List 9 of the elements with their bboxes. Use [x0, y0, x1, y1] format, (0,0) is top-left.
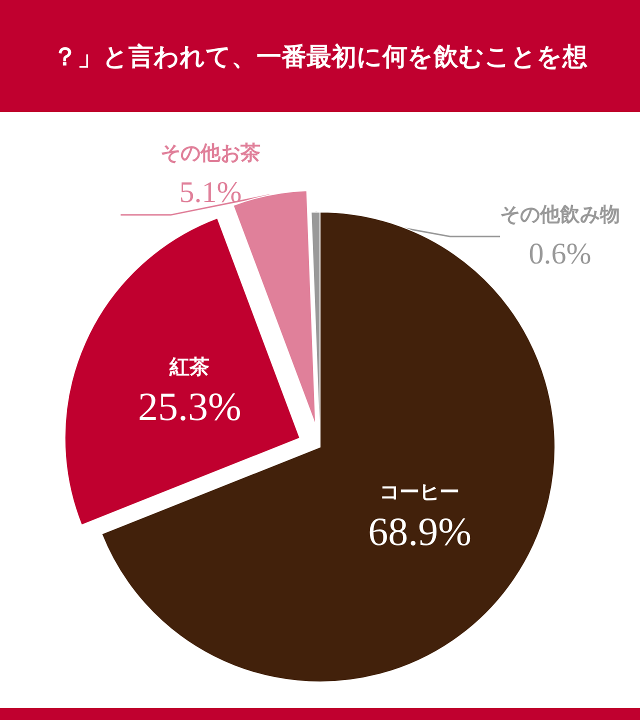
chart-title: ？」と言われて、一番最初に何を飲むことを想: [0, 0, 640, 112]
slice-label: その他飲み物: [500, 202, 620, 226]
slice-label: コーヒー: [380, 480, 460, 504]
slice-label: その他お茶: [160, 140, 260, 164]
data-label: 68.9%: [368, 509, 472, 554]
data-label: 25.3%: [138, 384, 242, 429]
slice-label: 紅茶: [168, 354, 210, 378]
data-label: 0.6%: [528, 238, 592, 270]
data-label: 5.1%: [179, 176, 242, 209]
